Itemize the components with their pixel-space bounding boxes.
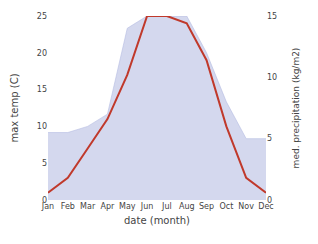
svg-text:0: 0 [267,196,272,205]
svg-text:25: 25 [37,12,47,21]
svg-text:Jul: Jul [161,202,172,211]
svg-text:Aug: Aug [179,202,195,211]
svg-text:Mar: Mar [80,202,96,211]
svg-text:Jun: Jun [140,202,154,211]
svg-text:20: 20 [37,49,47,58]
svg-text:15: 15 [267,12,277,21]
svg-text:Sep: Sep [199,202,214,211]
svg-text:max temp (C): max temp (C) [9,73,20,142]
svg-text:5: 5 [267,134,272,143]
svg-text:5: 5 [42,159,47,168]
svg-text:date (month): date (month) [124,215,190,226]
svg-text:Jan: Jan [41,202,54,211]
svg-text:Nov: Nov [238,202,254,211]
svg-text:10: 10 [267,73,277,82]
svg-text:15: 15 [37,85,47,94]
svg-text:Feb: Feb [61,202,75,211]
svg-text:May: May [119,202,136,211]
svg-text:Oct: Oct [219,202,233,211]
svg-text:10: 10 [37,122,47,131]
svg-text:0: 0 [42,196,47,205]
svg-text:Dec: Dec [258,202,273,211]
svg-text:Apr: Apr [101,202,116,211]
svg-text:med. precipitation (kg/m2): med. precipitation (kg/m2) [291,48,301,169]
